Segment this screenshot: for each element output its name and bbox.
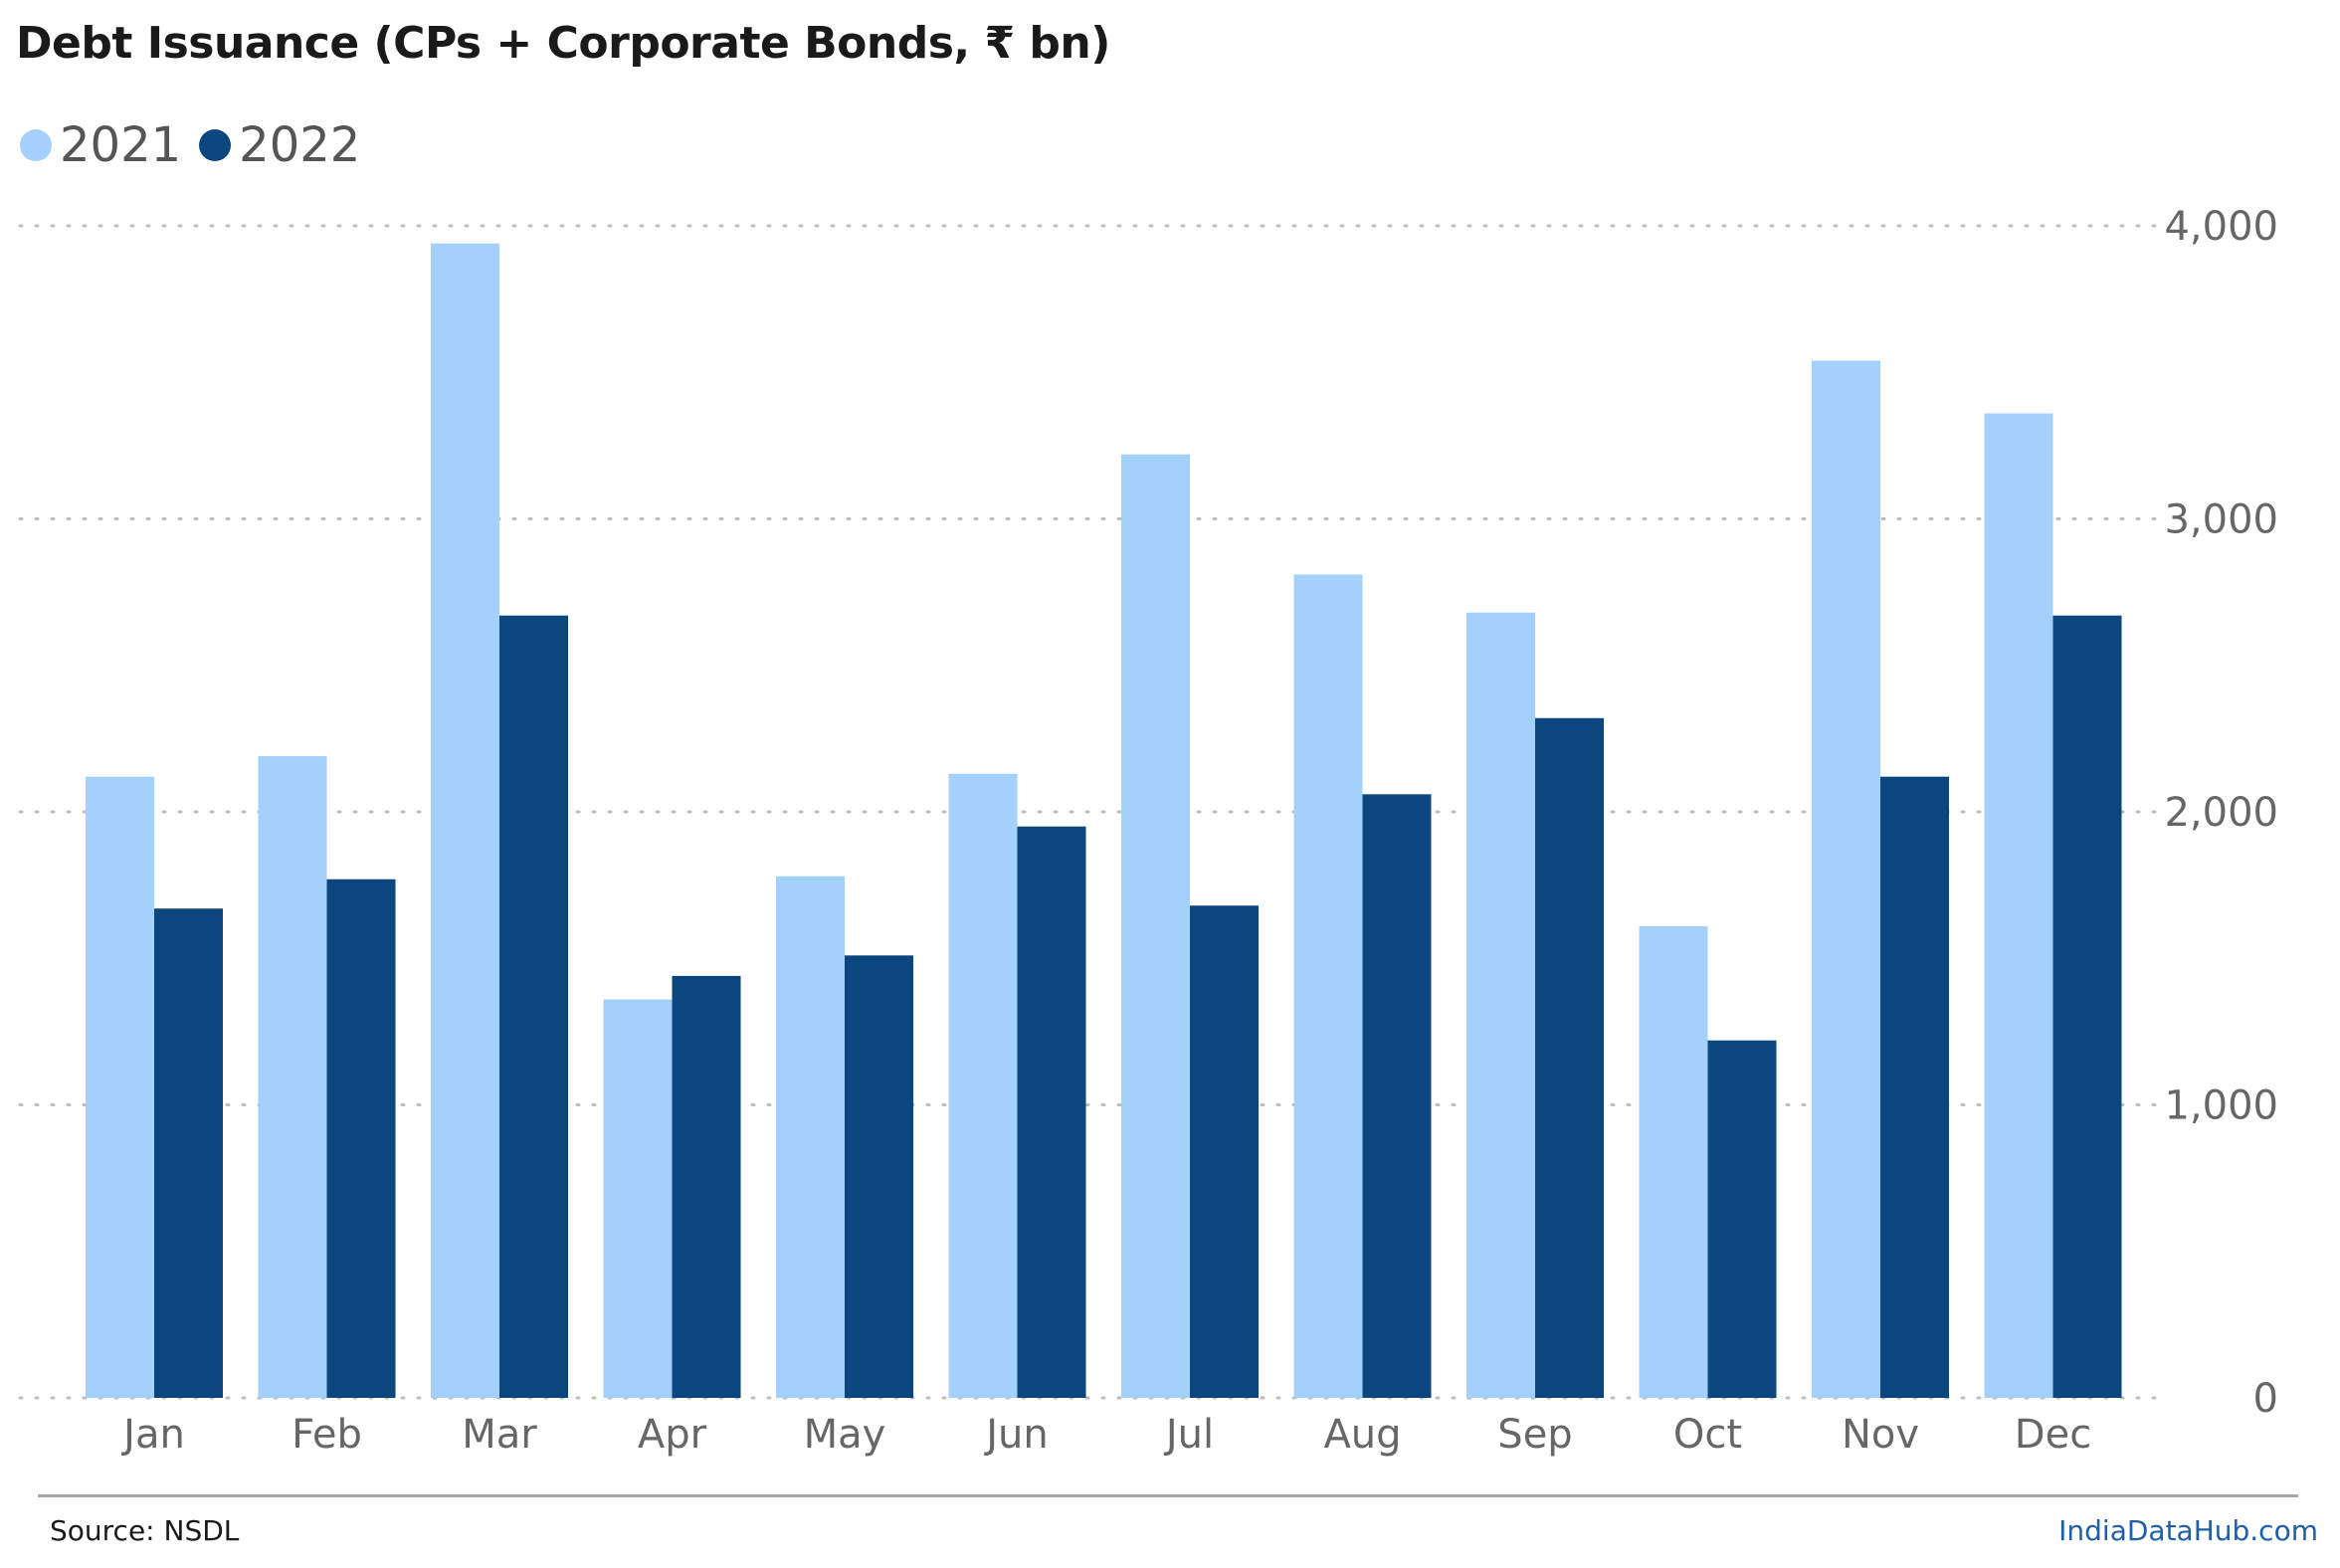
bar-2021-feb[interactable] — [258, 756, 327, 1398]
bar-2022-sep[interactable] — [1535, 717, 1604, 1398]
bar-2021-jun[interactable] — [948, 773, 1018, 1398]
legend-item-2022[interactable]: 2022 — [199, 117, 360, 173]
legend-swatch-2022 — [199, 129, 232, 161]
chart-legend: 2021 2022 — [20, 117, 378, 173]
brand-link[interactable]: IndiaDataHub.com — [2058, 1514, 2318, 1547]
x-tick-label: Jul — [1163, 1412, 1214, 1458]
x-tick-label: Sep — [1497, 1412, 1572, 1458]
bar-2022-aug[interactable] — [1362, 794, 1432, 1398]
bar-2022-mar[interactable] — [499, 615, 568, 1398]
y-tick-label: 2,000 — [2164, 790, 2278, 836]
x-tick-label: May — [804, 1412, 886, 1458]
bar-2022-may[interactable] — [845, 955, 913, 1398]
x-tick-label: Apr — [638, 1412, 707, 1458]
legend-label-2021: 2021 — [60, 117, 182, 173]
x-tick-label: Feb — [292, 1412, 362, 1458]
bar-2021-may[interactable] — [776, 876, 845, 1398]
footer-divider — [38, 1494, 2298, 1497]
bar-2021-dec[interactable] — [1984, 413, 2053, 1399]
bar-2022-jun[interactable] — [1017, 826, 1086, 1398]
bar-2022-dec[interactable] — [2052, 615, 2122, 1398]
x-tick-label: Dec — [2015, 1412, 2091, 1458]
bar-2022-jul[interactable] — [1190, 905, 1259, 1398]
source-note: Source: NSDL — [50, 1514, 240, 1547]
bar-2022-apr[interactable] — [672, 975, 741, 1398]
y-tick-label: 1,000 — [2164, 1083, 2278, 1129]
y-tick-label: 0 — [2253, 1376, 2278, 1422]
x-tick-label: Mar — [462, 1412, 537, 1458]
y-tick-label: 3,000 — [2164, 497, 2278, 543]
bar-2021-apr[interactable] — [603, 999, 673, 1398]
bar-chart: 0 1,000 2,000 3,000 4,000 Jan Feb Mar Apr May Jun J… — [18, 204, 2278, 1458]
bar-2021-sep[interactable] — [1466, 612, 1535, 1398]
y-tick-label: 4,000 — [2164, 204, 2278, 250]
bar-2021-aug[interactable] — [1293, 574, 1363, 1398]
x-tick-label: Jan — [120, 1412, 185, 1458]
legend-swatch-2021 — [20, 129, 52, 161]
bar-2021-mar[interactable] — [431, 243, 499, 1398]
bar-2021-jan[interactable] — [86, 776, 154, 1398]
bar-2022-jan[interactable] — [154, 908, 223, 1398]
bar-2022-oct[interactable] — [1707, 1040, 1777, 1398]
chart-title: Debt Issuance (CPs + Corporate Bonds, ₹ … — [16, 18, 1110, 69]
bar-2021-jul[interactable] — [1121, 454, 1190, 1399]
legend-label-2022: 2022 — [239, 117, 361, 173]
x-tick-label: Oct — [1673, 1412, 1742, 1458]
x-tick-label: Jun — [983, 1412, 1049, 1458]
bar-2022-feb[interactable] — [326, 879, 396, 1398]
bar-2022-nov[interactable] — [1880, 776, 1949, 1398]
legend-item-2021[interactable]: 2021 — [20, 117, 181, 173]
x-tick-label: Aug — [1323, 1412, 1401, 1458]
bar-2021-oct[interactable] — [1639, 925, 1708, 1398]
bar-2021-nov[interactable] — [1812, 360, 1880, 1399]
x-tick-label: Nov — [1842, 1412, 1919, 1458]
